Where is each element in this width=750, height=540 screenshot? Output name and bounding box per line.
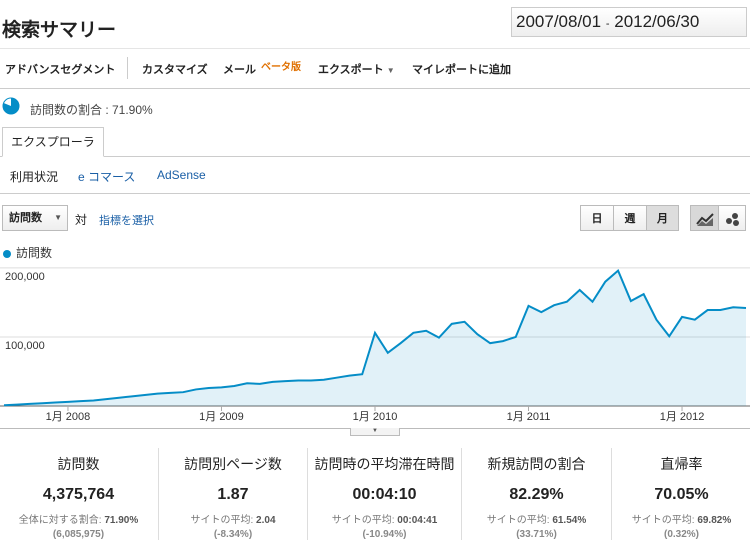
period-button[interactable]: 月 [646, 205, 679, 231]
compare-label: サイトの平均: [190, 515, 254, 526]
compare-value: 2.04 [256, 515, 276, 526]
stat-label: 直帰率 [660, 456, 703, 472]
compare-label: サイトの平均: [631, 515, 695, 526]
customize[interactable]: カスタマイズ [142, 64, 208, 76]
add-to-dashboard[interactable]: マイレポートに追加 [412, 64, 511, 76]
versus: 対 [75, 213, 88, 227]
stat-value: 82.29% [509, 486, 564, 503]
stat-compare: サイトの平均: 2.04 [159, 511, 307, 526]
stat-note: (33.71%) [516, 529, 557, 540]
stat-note: (0.32%) [663, 529, 699, 540]
period-button[interactable]: 日 [580, 205, 614, 231]
page-title: 検索サマリー [2, 20, 117, 41]
stat-label: 新規訪問の割合 [487, 456, 586, 472]
stat-compare: サイトの平均: 00:04:41 [308, 511, 461, 526]
stat-label: 訪問時の平均滞在時間 [314, 456, 455, 472]
motion-chart-button[interactable] [718, 205, 746, 231]
stat-note: (6,085,975) [52, 529, 105, 540]
x-tick-label: 1月 2011 [507, 411, 551, 423]
compare-value: 61.54% [552, 515, 587, 526]
stat-label: 訪問数 [57, 456, 100, 472]
stat-note: (-10.94%) [362, 529, 407, 540]
export[interactable]: エクスポート ▼ [318, 64, 395, 76]
stat: 直帰率 70.05% サイトの平均: 69.82% (0.32%) [611, 448, 750, 540]
stat-value: 1.87 [217, 486, 249, 503]
line-chart-button[interactable] [690, 205, 719, 231]
compare-label: サイトの平均: [486, 515, 550, 526]
area [4, 270, 746, 406]
stat-value: 00:04:10 [352, 486, 417, 503]
pie-icon [2, 97, 20, 115]
separator [127, 57, 128, 79]
legend-label: 訪問数 [16, 245, 52, 260]
date-start: 2007/08/01 [516, 12, 602, 31]
advanced-segments[interactable]: アドバンスセグメント [5, 64, 116, 76]
stat: 新規訪問の割合 82.29% サイトの平均: 61.54% (33.71%) [461, 448, 611, 540]
stat-value: 70.05% [654, 486, 709, 503]
stat-compare: サイトの平均: 61.54% [462, 511, 611, 526]
compare-value: 69.82% [697, 515, 732, 526]
x-tick-label: 1月 2012 [660, 411, 705, 423]
x-tick-label: 1月 2010 [353, 411, 398, 423]
y-tick-label: 200,000 [5, 271, 45, 283]
explorer-tab[interactable]: エクスプローラ [2, 127, 104, 157]
export-label: エクスポート [318, 64, 384, 76]
metric-label: 訪問数 [9, 212, 42, 224]
compare-label: サイトの平均: [331, 515, 395, 526]
period-button[interactable]: 週 [613, 205, 647, 231]
subtab[interactable]: e コマース [78, 170, 136, 184]
stat-value: 4,375,764 [42, 486, 115, 503]
stat-compare: 全体に対する割合: 71.90% [0, 511, 157, 526]
x-tick-label: 1月 2009 [199, 411, 244, 423]
email[interactable]: メール [223, 64, 256, 76]
beta-badge: ベータ版 [261, 62, 301, 73]
date-end: 2012/06/30 [614, 12, 700, 31]
legend-dot [3, 250, 11, 258]
metric-dropdown[interactable]: 訪問数 ▼ [2, 205, 68, 231]
select-metric[interactable]: 指標を選択 [99, 215, 154, 227]
stat: 訪問数 4,375,764 全体に対する割合: 71.90% (6,085,975) [0, 448, 157, 540]
stat: 訪問時の平均滞在時間 00:04:10 サイトの平均: 00:04:41 (-10.9… [307, 448, 461, 540]
collapse-toggle[interactable]: ▼ [350, 428, 400, 436]
compare-value: 00:04:41 [397, 515, 438, 526]
x-tick-label: 1月 2008 [46, 411, 91, 423]
subtab[interactable]: 利用状況 [10, 170, 59, 184]
stat: 訪問別ページ数 1.87 サイトの平均: 2.04 (-8.34%) [158, 448, 307, 540]
stat-compare: サイトの平均: 69.82% [612, 511, 750, 526]
line [3, 269, 747, 407]
compare-label: 全体に対する割合: [18, 515, 102, 526]
y-tick-label: 100,000 [5, 340, 45, 352]
subtab[interactable]: AdSense [157, 168, 206, 182]
chart: 訪問数 100,000 200,000 1月 2008 1月 2009 1月 2010 1… [0, 245, 750, 423]
share-text: 訪問数の割合 : 71.90% [30, 103, 153, 117]
stat-note: (-8.34%) [213, 529, 253, 540]
stat-label: 訪問別ページ数 [184, 456, 282, 472]
date-separator: - [605, 18, 610, 30]
date-range[interactable]: 2007/08/01 - 2012/06/30 [511, 7, 747, 37]
compare-value: 71.90% [104, 515, 139, 526]
